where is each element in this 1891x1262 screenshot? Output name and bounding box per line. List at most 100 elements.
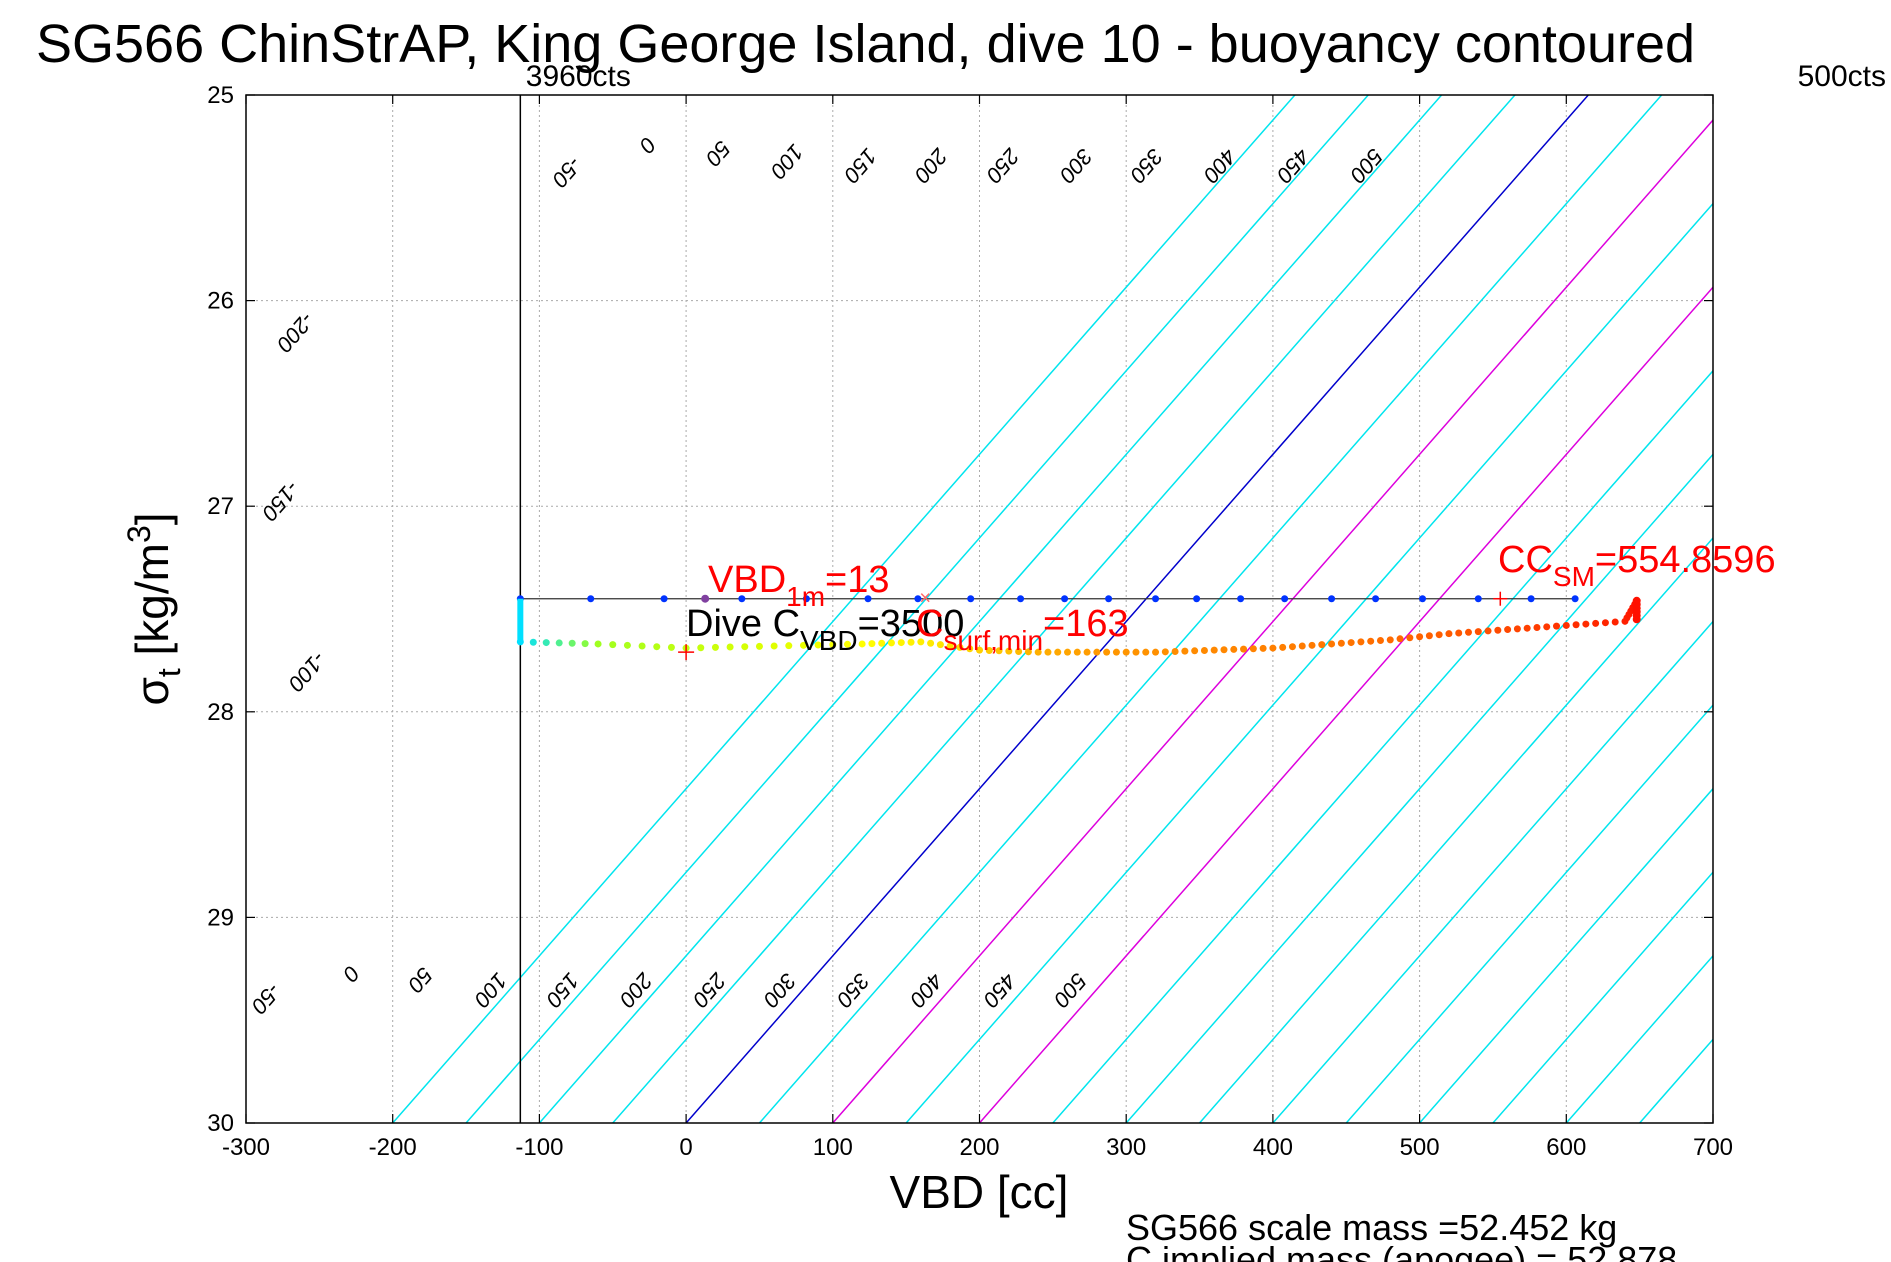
y-axis-label-unit: [kg/m bbox=[126, 543, 178, 668]
ascent-point-10-4 bbox=[1249, 645, 1257, 653]
contour-label-top-4: 150 bbox=[838, 144, 882, 189]
ccsm-annotation-sub: SM bbox=[1553, 561, 1595, 592]
ascent-point-12-2 bbox=[1347, 639, 1355, 647]
vbd-annotation-value: =13 bbox=[825, 559, 889, 601]
ascent-point-14-0 bbox=[1445, 630, 1453, 638]
x-tick-label-3: 0 bbox=[679, 1134, 692, 1161]
x-tick-label-8: 500 bbox=[1400, 1134, 1440, 1161]
y-tick-label-5: 30 bbox=[207, 1110, 234, 1137]
ccsm-annotation-value: =554.8596 bbox=[1595, 539, 1776, 581]
ascent-point-9-3 bbox=[1181, 647, 1189, 655]
descent-point-8 bbox=[1017, 595, 1025, 603]
contour-layer bbox=[392, 95, 1713, 1123]
contour-line-9 bbox=[1052, 369, 1713, 1123]
grid-layer bbox=[245, 94, 1714, 1124]
descent-point-4 bbox=[802, 595, 810, 603]
contour-label-bottom-5: 200 bbox=[614, 967, 658, 1012]
descent-point-3 bbox=[738, 595, 746, 603]
ascent-point-5-3 bbox=[946, 642, 954, 650]
ascent-point-8-2 bbox=[1112, 648, 1120, 656]
contour-label-top-1: 0 bbox=[634, 132, 661, 158]
ascent-point-13-0 bbox=[1386, 636, 1394, 644]
ascent-point-13-4 bbox=[1425, 632, 1433, 640]
contour-label-bottom-2: 50 bbox=[402, 962, 437, 997]
contour-label-top-8: 350 bbox=[1125, 144, 1169, 189]
ascent-point-12-5 bbox=[1376, 637, 1384, 645]
ascent-point-6-2 bbox=[995, 647, 1003, 655]
ascent-point-7-3 bbox=[1064, 648, 1072, 656]
ascent-point-11-1 bbox=[1279, 643, 1287, 651]
ascent-point-13-3 bbox=[1416, 633, 1424, 641]
y-axis-label-sub: t bbox=[151, 668, 187, 677]
ascent-point-10-2 bbox=[1230, 645, 1238, 653]
vbd-marker bbox=[701, 594, 710, 603]
ascent-point-16-5 bbox=[1611, 618, 1619, 626]
ascent-point-5-0 bbox=[917, 638, 925, 646]
contour-label-top-10: 450 bbox=[1271, 144, 1315, 189]
contour-line-14 bbox=[1419, 787, 1713, 1123]
ascent-point-9-4 bbox=[1191, 647, 1199, 655]
descent-point-6 bbox=[914, 595, 922, 603]
contour-label-left-2: -100 bbox=[283, 647, 331, 697]
dive-cvbd-annotation-main: Dive C bbox=[686, 603, 800, 645]
x-tick-label-7: 400 bbox=[1253, 1134, 1293, 1161]
contour-line-4 bbox=[685, 95, 1589, 1123]
y-tick-label-4: 29 bbox=[207, 904, 234, 931]
ascent-point-16-2 bbox=[1582, 620, 1590, 628]
contour-label-left-0: -200 bbox=[271, 307, 319, 357]
ascent-point-11-5 bbox=[1318, 641, 1326, 649]
ascent-point-2-2 bbox=[711, 643, 719, 651]
ascent-point-8-3 bbox=[1122, 648, 1130, 656]
ascent-point-5-1 bbox=[927, 639, 935, 647]
contour-label-bottom-3: 100 bbox=[469, 968, 513, 1013]
contour-label-top-5: 200 bbox=[909, 143, 953, 188]
ascent-point-13-2 bbox=[1406, 634, 1414, 642]
contour-line-7 bbox=[905, 202, 1713, 1123]
vbd-annotation-main: VBD bbox=[708, 559, 786, 601]
csurf-annotation: Csurf,min=163 bbox=[916, 603, 1129, 656]
contour-label-layer: -500 50 100 150 200 250 300 350 400 450 500-200-15… bbox=[246, 132, 1388, 1019]
ascent-point-0-0 bbox=[516, 638, 524, 646]
contour-label-bottom-0: -50 bbox=[246, 978, 286, 1019]
ascent-point-2-1 bbox=[697, 644, 705, 652]
x-tick-label-10: 700 bbox=[1693, 1134, 1733, 1161]
ascent-point-7-5 bbox=[1083, 648, 1091, 656]
ascent-point-6-1 bbox=[985, 646, 993, 654]
contour-label-bottom-11: 500 bbox=[1048, 968, 1092, 1013]
dive-cvbd-annotation-value: =3500 bbox=[858, 603, 965, 645]
ascent-point-6-3 bbox=[1005, 647, 1013, 655]
ascent-point-8-1 bbox=[1103, 648, 1111, 656]
annotation-layer: VBD1m=13 Dive CVBD=3500 Csurf,min=163 CC… bbox=[686, 539, 1776, 656]
ascent-point-0-1 bbox=[529, 638, 537, 646]
ascent-point-11-2 bbox=[1288, 643, 1296, 651]
ascent-point-4-4 bbox=[897, 639, 905, 647]
ascent-point-4-5 bbox=[907, 638, 915, 646]
descent-point-12 bbox=[1193, 595, 1201, 603]
ascent-point-11-4 bbox=[1308, 641, 1316, 649]
contour-line-15 bbox=[1492, 871, 1713, 1123]
vbd-annotation-sub: 1m bbox=[786, 581, 825, 612]
ascent-end-point-5 bbox=[1632, 615, 1641, 624]
ascent-point-1-3 bbox=[638, 642, 646, 650]
ascent-point-16-0 bbox=[1562, 621, 1570, 629]
contour-label-top-0: -50 bbox=[547, 152, 587, 193]
ascent-point-3-2 bbox=[799, 641, 807, 649]
ascent-point-15-2 bbox=[1523, 624, 1531, 632]
contour-line-12 bbox=[1272, 620, 1713, 1123]
ascent-point-12-0 bbox=[1328, 640, 1336, 648]
ascent-point-14-2 bbox=[1465, 628, 1472, 636]
ascent-point-16-4 bbox=[1601, 619, 1609, 627]
ascent-point-15-4 bbox=[1543, 623, 1551, 631]
contour-label-bottom-6: 250 bbox=[687, 967, 731, 1012]
contour-label-bottom-1: 0 bbox=[337, 961, 364, 987]
contour-label-top-3: 100 bbox=[765, 140, 809, 185]
contour-line-11 bbox=[1198, 536, 1713, 1123]
contour-line-6 bbox=[832, 118, 1713, 1123]
ascent-point-9-2 bbox=[1171, 647, 1179, 655]
csurf-annotation-main: C bbox=[916, 603, 943, 645]
descent-point-13 bbox=[1237, 595, 1245, 603]
y-axis-label: σt [kg/m3] bbox=[121, 512, 187, 705]
ascent-point-0-5 bbox=[581, 640, 589, 648]
ascent-point-12-4 bbox=[1367, 637, 1375, 645]
